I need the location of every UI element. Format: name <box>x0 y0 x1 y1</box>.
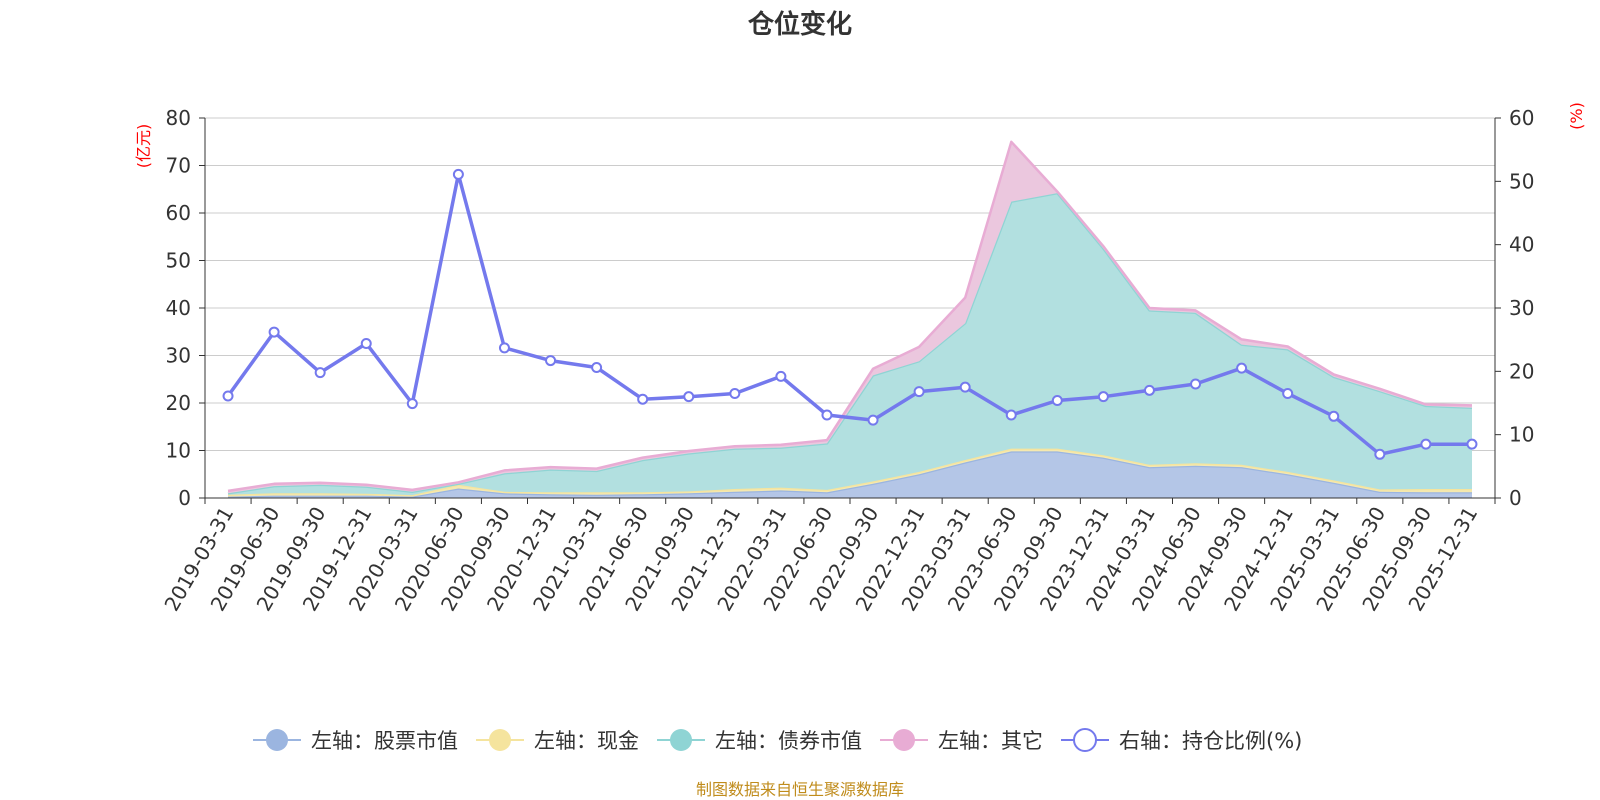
right-axis-tick-label: 0 <box>1509 486 1522 510</box>
left-axis-tick-label: 40 <box>166 296 191 320</box>
left-axis-tick-label: 0 <box>178 486 191 510</box>
ratio-point <box>1143 384 1155 396</box>
ratio-point <box>591 362 603 374</box>
ratio-point <box>775 370 787 382</box>
legend-marker <box>489 729 511 751</box>
right-axis-tick-label: 40 <box>1509 233 1534 257</box>
ratio-point <box>222 390 234 402</box>
ratio-point <box>1374 448 1386 460</box>
left-axis-tick-label: 80 <box>166 106 191 130</box>
ratio-point <box>498 342 510 354</box>
legend-marker <box>1073 728 1097 752</box>
ratio-point <box>1328 410 1340 422</box>
left-axis-tick-label: 60 <box>166 201 191 225</box>
grid-lines <box>205 117 1495 451</box>
legend-label: 左轴：债券市值 <box>715 729 862 753</box>
right-axis-tick-label: 10 <box>1509 423 1534 447</box>
right-axis-tick-label: 20 <box>1509 359 1534 383</box>
chart-title: 仓位变化 <box>747 9 852 40</box>
right-axis-tick-label: 50 <box>1509 169 1534 193</box>
area-series-2 <box>228 193 1472 496</box>
ratio-point <box>821 409 833 421</box>
left-axis-tick-label: 70 <box>166 154 191 178</box>
ratio-point <box>1236 362 1248 374</box>
left-axis-unit: (亿元) <box>134 124 153 169</box>
ratio-point <box>867 414 879 426</box>
legend-marker <box>266 729 288 751</box>
ratio-point <box>729 388 741 399</box>
right-axis-tick-label: 60 <box>1509 106 1534 130</box>
area-series-1 <box>228 448 1472 497</box>
ratio-point <box>268 326 280 338</box>
ratio-point <box>452 168 464 180</box>
holding-ratio-line <box>222 168 1478 460</box>
legend: 左轴：股票市值 左轴：现金 左轴：债券市值 左轴：其它 右轴：持仓比例(%) <box>253 728 1302 753</box>
left-axis-tick-label: 30 <box>166 344 191 368</box>
ratio-point <box>545 355 557 367</box>
axes: 0102030405060708001020304050602019-03-31… <box>159 106 1534 615</box>
legend-marker <box>893 729 915 751</box>
ratio-point <box>1051 394 1063 406</box>
left-axis-tick-label: 20 <box>166 391 191 415</box>
ratio-point <box>1190 378 1202 390</box>
left-axis-tick-label: 50 <box>166 249 191 273</box>
area-series-0 <box>228 451 1472 498</box>
right-axis-tick-label: 30 <box>1509 296 1534 320</box>
ratio-point <box>314 367 326 379</box>
ratio-line-path <box>226 172 1472 457</box>
left-axis-tick-label: 10 <box>166 439 191 463</box>
legend-marker <box>670 729 692 751</box>
ratio-point <box>1466 438 1478 450</box>
right-axis-unit: (%) <box>1567 102 1586 130</box>
area-series-edge-3 <box>227 140 1473 493</box>
ratio-point <box>913 386 925 398</box>
ratio-point <box>1097 391 1109 403</box>
legend-label: 左轴：现金 <box>534 729 639 753</box>
ratio-point <box>1420 438 1432 450</box>
legend-label: 左轴：其它 <box>938 729 1043 753</box>
ratio-point <box>1005 409 1017 421</box>
ratio-point <box>360 337 372 349</box>
data-source-note: 制图数据来自恒生聚源数据库 <box>696 780 904 799</box>
ratio-point <box>683 391 695 403</box>
legend-label: 左轴：股票市值 <box>311 729 458 753</box>
ratio-point <box>959 381 971 393</box>
legend-label: 右轴：持仓比例(%) <box>1119 729 1302 753</box>
ratio-point <box>637 393 649 405</box>
stacked-areas <box>227 140 1473 498</box>
ratio-point <box>406 398 418 410</box>
ratio-point <box>1282 388 1294 399</box>
